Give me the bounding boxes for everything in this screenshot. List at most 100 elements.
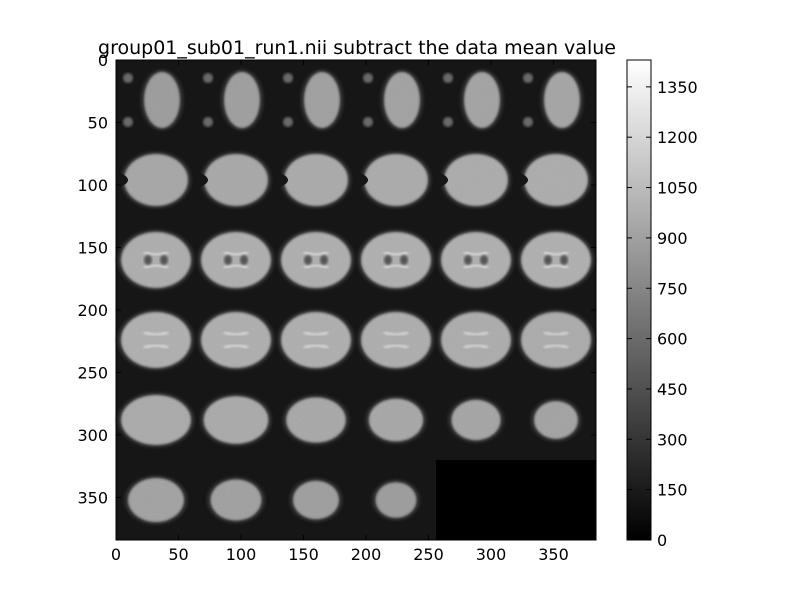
- slice-tile: [356, 380, 436, 460]
- slice-tile: [516, 140, 596, 220]
- brain-texture: [128, 478, 184, 522]
- x-axis: 0 50 100 150 200 250 300 350: [111, 60, 569, 564]
- brain-texture: [361, 312, 431, 368]
- slice-tile: [196, 300, 276, 380]
- slice-tile: [516, 220, 596, 300]
- brain-texture: [375, 482, 417, 518]
- brain-texture: [281, 312, 351, 368]
- ventricle: [463, 250, 489, 257]
- brain-texture: [204, 154, 268, 206]
- brain-texture: [121, 395, 191, 445]
- x-tick-label: 100: [226, 545, 257, 564]
- empty-tile: [516, 460, 596, 540]
- slice-tile: [276, 140, 356, 220]
- dark-structure: [384, 255, 392, 265]
- slice-tile: [196, 60, 276, 140]
- eye-blob: [203, 117, 213, 127]
- brain-texture: [286, 397, 346, 443]
- dark-structure: [480, 255, 488, 265]
- ventricle: [303, 343, 329, 350]
- slice-tile: [276, 460, 356, 540]
- brain-texture: [521, 232, 591, 288]
- slice-tile: [116, 60, 196, 140]
- brain-texture: [524, 154, 588, 206]
- slice-tile: [436, 60, 516, 140]
- dark-structure: [160, 255, 168, 265]
- colorbar-gradient: [626, 59, 652, 541]
- ventricle: [543, 250, 569, 257]
- ventricle: [143, 343, 169, 350]
- slice-tile: [116, 220, 196, 300]
- dark-structure: [304, 255, 312, 265]
- dark-structure: [224, 255, 232, 265]
- ventricle: [383, 343, 409, 350]
- x-tick-label: 50: [168, 545, 188, 564]
- brain-texture: [364, 154, 428, 206]
- colorbar-tick-label: 0: [657, 531, 667, 550]
- y-axis: 0 50 100 150 200 250 300 350: [77, 51, 596, 508]
- brain-texture: [534, 401, 578, 439]
- ventricle: [143, 250, 169, 257]
- eye-blob: [363, 117, 373, 127]
- colorbar-tick-label: 150: [657, 481, 688, 500]
- slice-tile: [276, 300, 356, 380]
- ventricle: [463, 343, 489, 350]
- colorbar: 0 150 300 450 600 750 900 1050 1200 1350: [626, 59, 698, 550]
- slice-tile: [116, 140, 196, 220]
- ventricle: [223, 343, 249, 350]
- eye-blob: [283, 73, 293, 83]
- ventricle: [143, 263, 169, 270]
- slice-tile: [516, 60, 596, 140]
- brain-texture: [144, 72, 180, 128]
- ventricle: [223, 263, 249, 270]
- colorbar-tick-label: 300: [657, 430, 688, 449]
- y-tick-label: 0: [98, 51, 108, 70]
- eye-blob: [123, 73, 133, 83]
- dark-structure: [320, 255, 328, 265]
- brain-texture: [201, 232, 271, 288]
- mosaic-tiles: [116, 60, 596, 540]
- eye-blob: [283, 117, 293, 127]
- slice-tile: [196, 220, 276, 300]
- ventricle: [143, 330, 169, 337]
- brain-texture: [121, 312, 191, 368]
- slice-tile: [116, 380, 196, 460]
- eye-blob: [443, 73, 453, 83]
- slice-tile: [116, 460, 196, 540]
- brain-texture: [203, 396, 269, 444]
- ventricle: [223, 330, 249, 337]
- colorbar-tick-label: 900: [657, 229, 688, 248]
- slice-tile: [436, 380, 516, 460]
- y-tick-label: 200: [77, 301, 108, 320]
- brain-texture: [441, 312, 511, 368]
- ventricle: [463, 330, 489, 337]
- dark-structure: [400, 255, 408, 265]
- brain-texture: [444, 154, 508, 206]
- x-tick-label: 300: [476, 545, 507, 564]
- chart-title: group01_sub01_run1.nii subtract the data…: [98, 37, 616, 59]
- brain-texture: [304, 72, 340, 128]
- brain-texture: [544, 72, 580, 128]
- y-tick-label: 250: [77, 364, 108, 383]
- colorbar-tick-label: 450: [657, 380, 688, 399]
- x-tick-label: 200: [351, 545, 382, 564]
- colorbar-tick-label: 1050: [657, 179, 698, 198]
- slice-tile: [276, 60, 356, 140]
- x-tick-label: 250: [413, 545, 444, 564]
- brain-texture: [368, 398, 424, 442]
- y-tick-label: 350: [77, 489, 108, 508]
- ventricle: [383, 330, 409, 337]
- dark-notch: [358, 172, 368, 188]
- x-tick-label: 0: [111, 545, 121, 564]
- slice-tile: [516, 300, 596, 380]
- brain-texture: [521, 312, 591, 368]
- dark-structure: [560, 255, 568, 265]
- slice-tile: [276, 220, 356, 300]
- ventricle: [383, 263, 409, 270]
- plot-area: 0 50 100 150 200 250 300 350 0 50 100 150 200 250 300…: [77, 51, 597, 564]
- y-tick-label: 300: [77, 426, 108, 445]
- slice-tile: [436, 300, 516, 380]
- slice-tile: [116, 300, 196, 380]
- dark-notch: [518, 172, 528, 188]
